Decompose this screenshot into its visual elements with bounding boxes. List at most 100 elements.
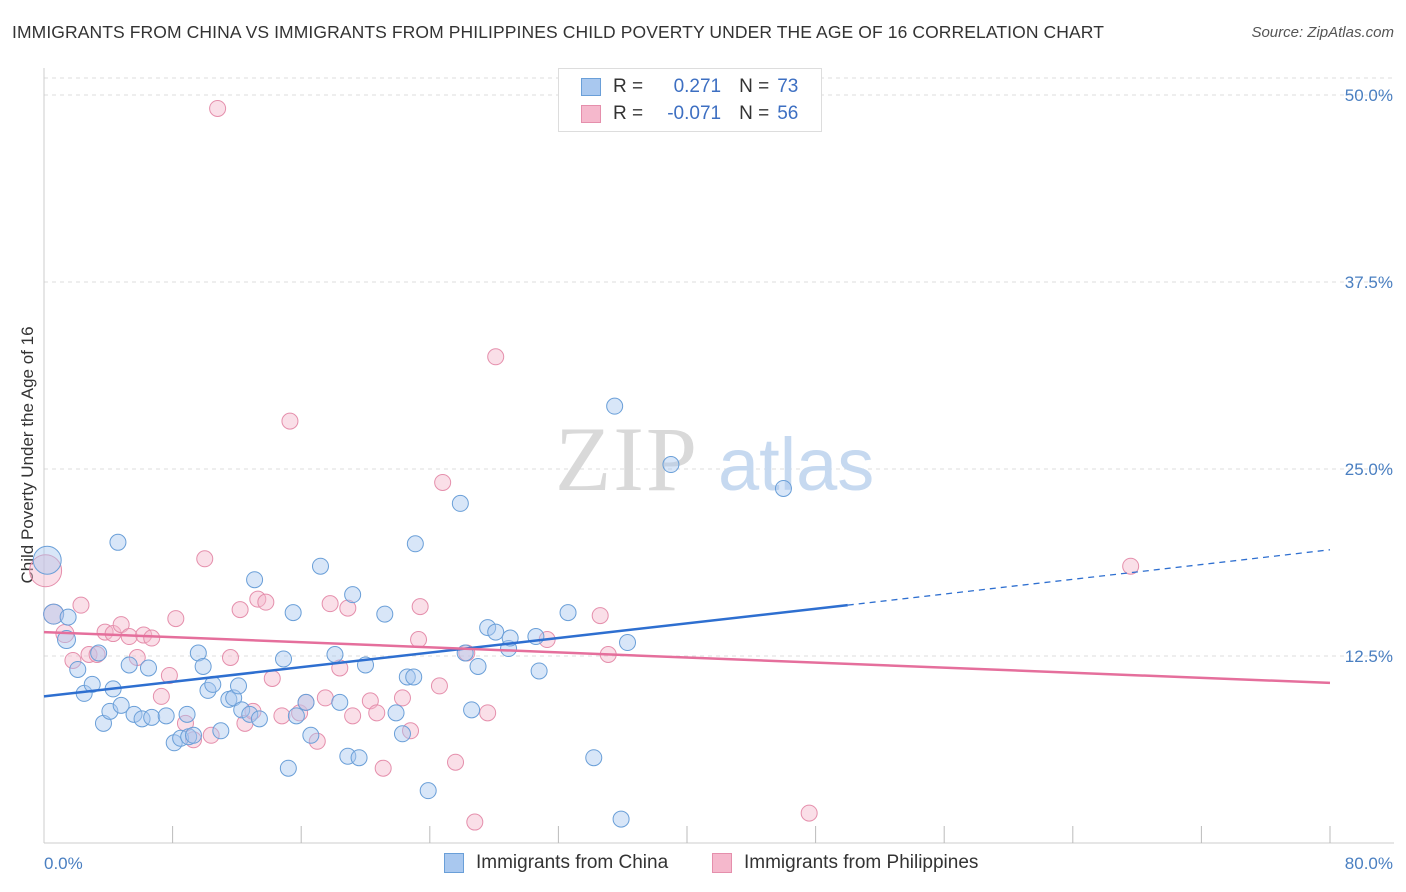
source-label: Source: ZipAtlas.com xyxy=(1251,24,1394,41)
philippines-point xyxy=(209,99,227,117)
china-swatch xyxy=(581,78,601,96)
trend-lines xyxy=(43,549,1331,698)
philippines-point xyxy=(29,554,63,588)
china-point xyxy=(311,557,329,575)
axes xyxy=(43,68,1394,844)
china-point xyxy=(112,696,130,714)
china-point xyxy=(302,726,320,744)
china-point xyxy=(212,722,230,740)
philippines-point xyxy=(231,601,249,619)
china-point xyxy=(157,707,175,725)
china-point xyxy=(250,710,268,728)
china-point xyxy=(43,603,65,625)
philippines-point xyxy=(143,629,161,647)
china-point xyxy=(287,707,305,725)
china-point xyxy=(284,604,302,622)
philippines-swatch xyxy=(581,105,601,123)
philippines-point xyxy=(447,753,465,771)
china-point xyxy=(585,749,603,767)
philippines-point xyxy=(393,689,411,707)
legend-label-philippines: Immigrants from Philippines xyxy=(744,852,979,873)
y-tick-label: 37.5% xyxy=(1345,273,1393,292)
china-point xyxy=(487,623,505,641)
china-point xyxy=(606,397,624,415)
watermark-zip: ZIP xyxy=(555,408,699,510)
china-point xyxy=(419,782,437,800)
china-point xyxy=(241,705,259,723)
philippines-point xyxy=(410,631,428,649)
x-tick-label: 80.0% xyxy=(1345,854,1393,873)
philippines-point xyxy=(152,687,170,705)
philippines-point xyxy=(221,648,239,666)
philippines-point xyxy=(184,731,202,749)
china-point xyxy=(530,662,548,680)
legend-row-china: R = 0.271 N = 73 xyxy=(581,74,798,100)
philippines-point xyxy=(263,669,281,687)
china-point xyxy=(469,657,487,675)
china-point xyxy=(331,693,349,711)
china-point xyxy=(230,677,248,695)
philippines-point xyxy=(202,726,220,744)
philippines-point xyxy=(196,550,214,568)
china-point xyxy=(279,759,297,777)
philippines-point xyxy=(316,689,334,707)
china-point xyxy=(344,586,362,604)
legend-item-philippines[interactable]: Immigrants from Philippines xyxy=(712,852,978,874)
grid-lines xyxy=(44,77,1394,657)
china-point xyxy=(774,479,792,497)
china-point xyxy=(125,705,143,723)
r-value-china: 0.271 xyxy=(673,76,722,97)
legend-row-philippines: R = -0.071 N = 56 xyxy=(581,101,798,127)
philippines-point xyxy=(273,707,291,725)
china-point xyxy=(90,644,108,662)
philippines-point xyxy=(466,813,484,831)
china-point xyxy=(32,545,62,575)
series-china xyxy=(32,397,792,828)
philippines-point xyxy=(800,804,818,822)
philippines-point xyxy=(487,348,505,366)
philippines-trend-line xyxy=(43,630,1331,685)
philippines-point xyxy=(374,759,392,777)
china-point xyxy=(194,657,212,675)
philippines-point xyxy=(281,412,299,430)
china-point xyxy=(662,456,680,474)
china-point xyxy=(178,705,196,723)
philippines-point xyxy=(112,616,130,634)
china-point xyxy=(139,659,157,677)
china-point xyxy=(619,634,637,652)
philippines-point xyxy=(479,704,497,722)
watermark-atlas: atlas xyxy=(718,423,874,506)
philippines-point xyxy=(308,732,326,750)
china-point xyxy=(326,646,344,664)
china-point xyxy=(612,810,630,828)
china-point xyxy=(398,668,416,686)
philippines-point xyxy=(257,593,275,611)
china-point xyxy=(451,494,469,512)
china-trend-line xyxy=(43,603,848,698)
philippines-point xyxy=(368,704,386,722)
legend-item-china[interactable]: Immigrants from China xyxy=(444,852,668,874)
china-point xyxy=(69,660,87,678)
philippines-swatch xyxy=(712,853,732,873)
china-point xyxy=(405,668,423,686)
china-point xyxy=(233,701,251,719)
r-value-philippines: -0.071 xyxy=(667,103,722,124)
series-legend: Immigrants from China Immigrants from Ph… xyxy=(0,852,1406,878)
china-point xyxy=(479,619,497,637)
china-point xyxy=(275,650,293,668)
y-tick-label: 12.5% xyxy=(1345,647,1393,666)
philippines-point xyxy=(339,599,357,617)
y-tick-label: 25.0% xyxy=(1345,460,1393,479)
china-swatch xyxy=(444,853,464,873)
n-label: N = xyxy=(739,103,770,124)
china-point xyxy=(463,701,481,719)
china-point xyxy=(109,533,127,551)
tick-labels: 12.5% 25.0% 37.5% 50.0% 0.0% 80.0% xyxy=(44,86,1393,873)
philippines-point xyxy=(434,473,452,491)
y-tick-label: 50.0% xyxy=(1345,86,1393,105)
r-label: R = xyxy=(613,76,644,97)
china-point xyxy=(387,704,405,722)
n-label: N = xyxy=(739,76,770,97)
philippines-point xyxy=(321,595,339,613)
